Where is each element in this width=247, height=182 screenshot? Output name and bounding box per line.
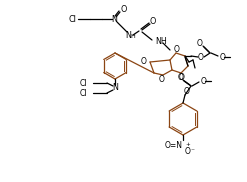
Text: Cl: Cl xyxy=(68,15,76,23)
Text: N: N xyxy=(111,15,117,23)
Text: N: N xyxy=(125,31,131,39)
Text: O: O xyxy=(185,147,191,155)
Text: O: O xyxy=(179,72,185,82)
Text: ⁻: ⁻ xyxy=(190,147,194,155)
Text: O: O xyxy=(150,17,156,27)
Text: O: O xyxy=(220,52,226,62)
Text: NH: NH xyxy=(155,37,167,46)
Text: O: O xyxy=(201,76,207,86)
Text: +: + xyxy=(185,143,190,147)
Text: O: O xyxy=(178,74,184,82)
Text: Cl: Cl xyxy=(80,88,87,98)
Text: O=N: O=N xyxy=(165,141,183,149)
Text: Cl: Cl xyxy=(80,78,87,88)
Text: O: O xyxy=(197,39,203,48)
Text: H: H xyxy=(131,35,135,39)
Text: O: O xyxy=(198,54,204,62)
Text: O: O xyxy=(140,58,146,66)
Text: O: O xyxy=(174,45,180,54)
Text: N: N xyxy=(112,84,118,92)
Text: O: O xyxy=(159,74,165,84)
Text: O: O xyxy=(184,88,190,96)
Text: O: O xyxy=(121,5,127,13)
